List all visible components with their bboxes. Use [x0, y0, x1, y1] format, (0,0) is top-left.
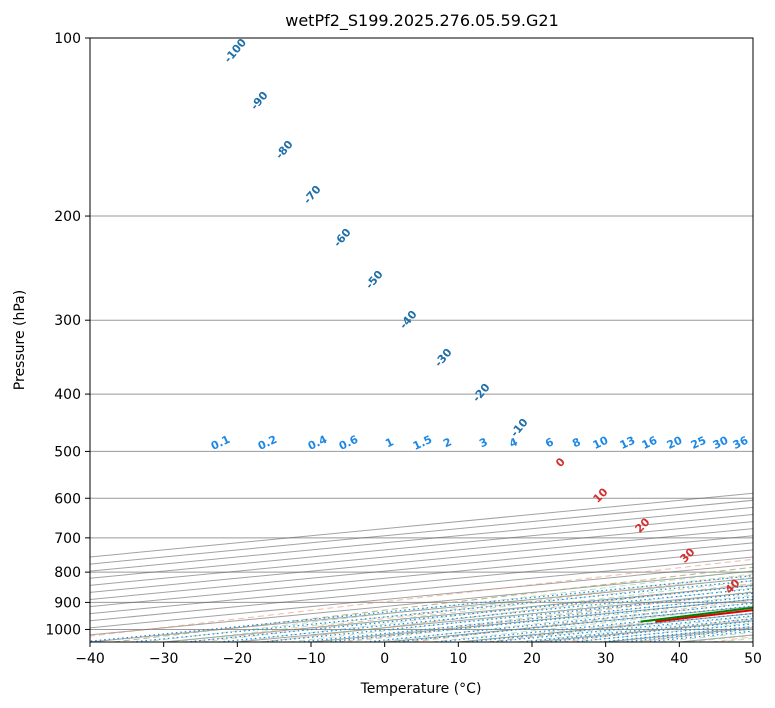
isotherm-line-0 — [90, 492, 753, 558]
y-tick-label-7: 800 — [54, 565, 81, 581]
mixing-ratio-label-17: 36 — [731, 434, 751, 452]
moist-adiabats — [113, 566, 753, 642]
x-tick-label-8: 40 — [670, 651, 688, 667]
x-tick-label-2: −20 — [223, 651, 253, 667]
plot-area: -100-90-80-70-60-50-40-30-20-10010203040… — [90, 38, 753, 642]
y-tick-label-2: 300 — [54, 313, 81, 329]
moist-adiabat-line-7 — [317, 591, 753, 642]
y-axis: 100 200 300 400 500 600 700 800 900 1000 — [45, 31, 90, 638]
x-tick-label-5: 10 — [449, 651, 467, 667]
y-tick-label-4: 500 — [54, 444, 81, 460]
plot-frame — [89, 37, 754, 643]
mixing-ratio-label-12: 13 — [618, 434, 637, 452]
isotherm-line-4 — [90, 521, 753, 586]
dry-adiabat-line-0 — [90, 558, 753, 637]
x-axis-label: Temperature (°C) — [360, 681, 482, 697]
moist-adiabat-line-4 — [231, 580, 753, 642]
moist-adiabat-line-2 — [172, 573, 753, 642]
isotherm-line-3 — [90, 513, 753, 579]
isobar-grid — [90, 38, 753, 630]
dry-adiabat-line-3 — [263, 582, 753, 642]
isotherm-grid — [90, 492, 753, 642]
mixing-ratio-line-10 — [467, 612, 753, 642]
mixing-ratio-line-11 — [492, 615, 753, 642]
x-tick-label-4: 0 — [380, 651, 389, 667]
mixing-ratio-line-0 — [90, 575, 753, 642]
x-tick-label-0: −40 — [75, 651, 105, 667]
mixing-ratio-line-1 — [131, 579, 753, 642]
isotherm-line-1 — [90, 499, 753, 565]
y-tick-label-5: 600 — [54, 491, 81, 507]
x-tick-label-3: −10 — [296, 651, 326, 667]
y-axis-label: Pressure (hPa) — [12, 290, 28, 390]
mixing-ratio-label-11: 10 — [591, 434, 611, 452]
x-axis: −40 −30 −20 −10 0 10 20 30 40 50 — [75, 642, 762, 667]
x-tick-label-6: 20 — [523, 651, 541, 667]
x-tick-label-7: 30 — [597, 651, 615, 667]
mixing-ratio-label-16: 30 — [711, 434, 731, 452]
mixing-ratio-label-15: 25 — [689, 434, 708, 452]
y-tick-label-0: 100 — [54, 31, 81, 47]
moist-adiabat-line-1 — [142, 570, 753, 642]
isotherm-line-5 — [90, 528, 753, 593]
x-tick-label-9: 50 — [744, 651, 762, 667]
moist-adiabat-line-5 — [260, 583, 753, 642]
x-tick-label-1: −30 — [149, 651, 179, 667]
y-tick-label-6: 700 — [54, 531, 81, 547]
y-tick-label-3: 400 — [54, 387, 81, 403]
moist-adiabat-line-9 — [374, 598, 753, 642]
mixing-ratio-label-13: 16 — [640, 434, 660, 452]
moist-adiabat-line-0 — [113, 566, 753, 642]
isotherm-line-6 — [90, 535, 753, 600]
moist-adiabat-line-6 — [288, 587, 753, 642]
mixing-ratio-label-14: 20 — [665, 434, 685, 452]
y-tick-label-9: 1000 — [45, 622, 81, 638]
isotherm-line-2 — [90, 506, 753, 572]
y-tick-label-1: 200 — [54, 209, 81, 225]
dry-adiabats — [90, 558, 753, 642]
y-tick-label-8: 900 — [54, 595, 81, 611]
moist-adiabat-line-3 — [201, 576, 753, 642]
chart-title: wetPf2_S199.2025.276.05.59.G21 — [285, 11, 559, 31]
